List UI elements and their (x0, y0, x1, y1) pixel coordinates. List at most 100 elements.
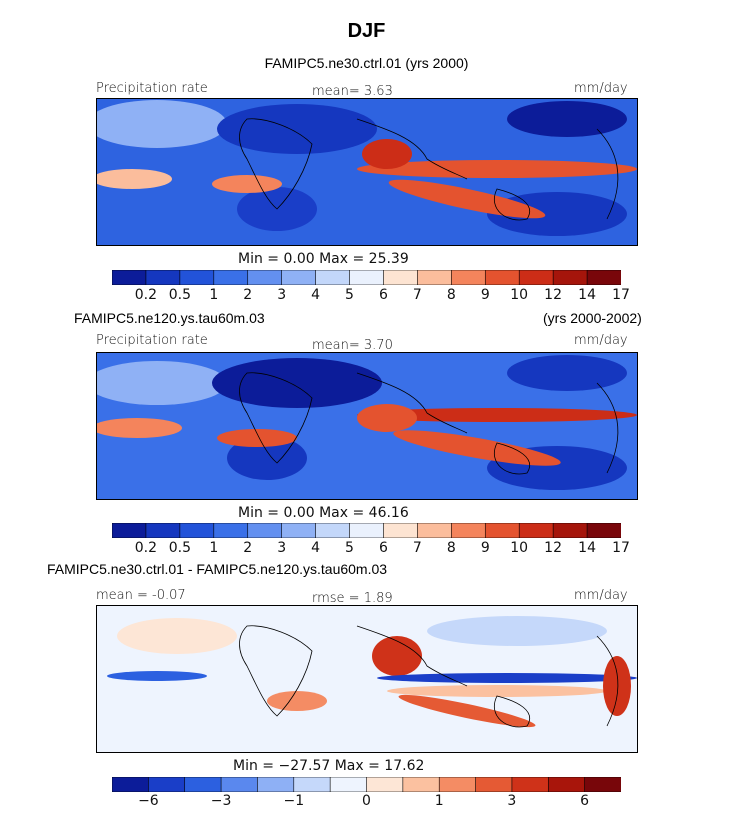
panel3-colorbar-swatch (438, 777, 477, 792)
panel1-tick-label: 3 (277, 287, 287, 303)
panel3-colorbar-swatch (220, 777, 259, 792)
panel2-colorbar-swatch (315, 523, 351, 538)
panel2-colorbar-swatch (179, 523, 215, 538)
panel3-spcz-pos (398, 694, 536, 728)
panel3-tick-label: −6 (138, 793, 159, 809)
panel2-colorbar (112, 523, 621, 538)
panel3-colorbar-swatch (293, 777, 331, 792)
panel1-sahara-dry (217, 104, 377, 154)
panel3-tick-label: −1 (283, 793, 305, 809)
panel2-tick-label: 3 (277, 540, 287, 556)
panel1-tick-label: 4 (311, 287, 321, 303)
panel1-spcz (388, 179, 546, 219)
panel1-tick-label: 12 (544, 287, 563, 303)
panel2-colorbar-svg (112, 523, 621, 538)
panel1-tick-label: 1 (209, 287, 219, 303)
panel1-tick-label: 17 (612, 287, 630, 303)
panel1-tick-label: 0.2 (134, 287, 158, 303)
panel3-colorbar-swatch (184, 777, 222, 792)
panel1-colorbar-swatch (349, 270, 385, 285)
panel2-colorbar-swatch (213, 523, 249, 538)
panel1-colorbar-swatch (145, 270, 181, 285)
panel3-colorbar (112, 777, 621, 792)
panel3-tick-label: 3 (507, 793, 517, 809)
panel3-map (96, 605, 638, 753)
panel2-tick-label: 1 (209, 540, 219, 556)
panel1-africa-rain (212, 175, 282, 193)
panel3-atl-neg (107, 671, 207, 681)
panel3-colorbar-swatch (366, 777, 404, 792)
panel3-colorbar-swatch (402, 777, 440, 792)
panel3-heatmap-svg (97, 606, 637, 752)
panel1-tick-label: 5 (345, 287, 354, 303)
panel2-heatmap-svg (97, 353, 637, 499)
panel3-africa-coast (239, 625, 313, 717)
panel3-africa-pos (267, 691, 327, 711)
panel1-colorbar-swatch (179, 270, 215, 285)
panel1-colorbar-swatch (383, 270, 419, 285)
panel2-tick-label: 12 (544, 540, 563, 556)
panel2-australia-coast (494, 442, 530, 475)
panel1-minmax: Min = 0.00 Max = 25.39 (238, 251, 409, 267)
panel1-colorbar-ticks: 0.2 0.5 1 2 3 4 5 6 7 8 9 10 12 14 17 (112, 287, 630, 305)
panel1-australia-coast (494, 188, 530, 221)
panel3-rmse-label: rmse = 1.89 (312, 591, 393, 606)
panel3-colorbar-swatch (112, 777, 149, 792)
panel2-tick-label: 0.2 (134, 540, 158, 556)
panel1-colorbar-swatch (417, 270, 452, 285)
panel1-variable-label: Precipitation rate (96, 81, 208, 96)
panel2-atlantic-band (97, 361, 227, 405)
panel1-colorbar-swatch (281, 270, 317, 285)
panel1-colorbar-swatch (315, 270, 351, 285)
panel2-colorbar-swatch (518, 523, 554, 538)
panel1-tick-label: 14 (578, 287, 597, 303)
panel2-header-right: (yrs 2000-2002) (543, 310, 642, 326)
panel3-tick-label: 6 (580, 793, 590, 809)
panel1-colorbar-swatch (586, 270, 621, 285)
panel1-colorbar-swatch (518, 270, 554, 285)
panel2-tick-label: 7 (412, 540, 422, 556)
panel1-header: FAMIPC5.ne30.ctrl.01 (yrs 2000) (264, 55, 469, 71)
panel3-units-label: mm/day (574, 588, 628, 603)
panel1-colorbar-swatch (484, 270, 520, 285)
panel2-atl-itcz (97, 418, 182, 438)
panel1-colorbar (112, 270, 621, 285)
panel1-atlantic-band (97, 100, 227, 148)
panel2-tick-label: 5 (345, 540, 354, 556)
panel1-map (96, 98, 638, 246)
panel1-tick-label: 2 (243, 287, 253, 303)
panel2-tick-label: 8 (446, 540, 456, 556)
panel2-sahara-dry (212, 358, 382, 408)
panel2-satl-dry (227, 436, 307, 480)
panel3-colorbar-swatch (148, 777, 186, 792)
panel3-tick-label: 1 (434, 793, 444, 809)
panel2-pac-itcz (357, 408, 637, 422)
panel2-colorbar-swatch (484, 523, 520, 538)
panel2-units-label: mm/day (574, 333, 628, 348)
panel3-itcz-pos (387, 685, 607, 697)
panel2-tick-label: 0.5 (168, 540, 192, 556)
panel3-natl-pos (117, 618, 237, 654)
panel3-colorbar-ticks: −6 −3 −1 0 1 3 6 (112, 793, 621, 811)
panel3-tick-label: −3 (210, 793, 232, 809)
figure-title: DJF (347, 20, 386, 42)
panel3-colorbar-swatch (257, 777, 295, 792)
panel1-colorbar-swatch (112, 270, 147, 285)
panel2-colorbar-swatch (349, 523, 385, 538)
panel3-colorbar-swatch (547, 777, 586, 792)
panel2-colorbar-swatch (552, 523, 588, 538)
panel1-heatmap-svg (97, 99, 637, 245)
panel3-colorbar-swatch (511, 777, 549, 792)
panel3-americas-coast (596, 635, 619, 727)
panel3-colorbar-swatch (329, 777, 368, 792)
panel1-pac-itcz (357, 160, 637, 178)
panel2-colorbar-swatch (281, 523, 317, 538)
panel2-colorbar-swatch (383, 523, 419, 538)
panel1-colorbar-svg (112, 270, 621, 285)
panel3-tick-label: 0 (362, 793, 371, 809)
panel2-tick-label: 6 (379, 540, 388, 556)
panel1-mean-label: mean= 3.63 (312, 84, 393, 99)
panel1-tick-label: 10 (510, 287, 529, 303)
panel2-colorbar-swatch (112, 523, 147, 538)
panel1-tick-label: 7 (412, 287, 422, 303)
